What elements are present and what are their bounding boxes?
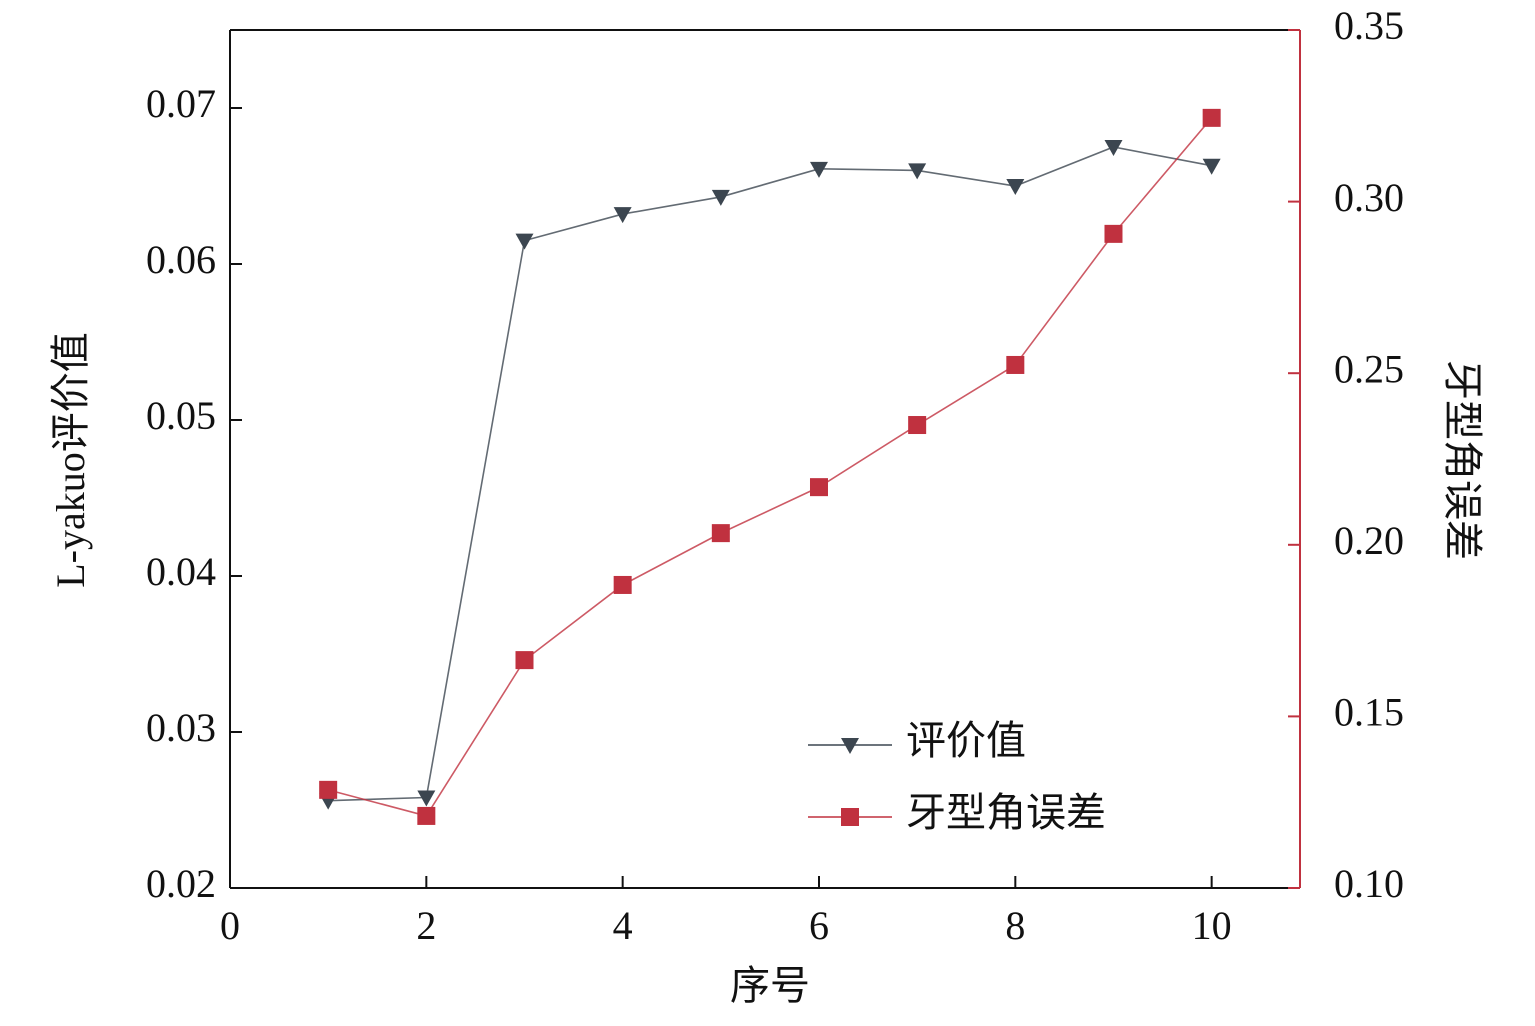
x-tick-label: 10 (1192, 903, 1232, 948)
legend-label: 评价值 (906, 718, 1026, 763)
legend-marker (841, 738, 859, 754)
y-tick-label: 0.04 (146, 549, 216, 594)
y2-tick-label: 0.25 (1334, 346, 1404, 391)
y2-axis-label: 牙型角误差 (1440, 360, 1485, 560)
marker (613, 575, 632, 594)
marker (1202, 108, 1221, 127)
series-line (327, 117, 1213, 817)
y2-tick-label: 0.30 (1334, 175, 1404, 220)
legend-label: 牙型角误差 (906, 790, 1106, 835)
x-tick-label: 4 (613, 903, 633, 948)
marker (711, 189, 730, 206)
x-tick-label: 0 (220, 903, 240, 948)
legend-marker (841, 808, 859, 826)
marker (417, 806, 436, 825)
y-axis-label: L-yakuo评价值 (48, 332, 93, 588)
x-tick-label: 6 (809, 903, 829, 948)
y-tick-label: 0.07 (146, 81, 216, 126)
y2-tick-label: 0.15 (1334, 690, 1404, 735)
y2-tick-label: 0.35 (1334, 3, 1404, 48)
marker (1104, 140, 1123, 156)
marker (908, 163, 927, 180)
y2-tick-label: 0.20 (1334, 518, 1404, 563)
marker (515, 651, 534, 670)
marker (1006, 179, 1025, 195)
marker (809, 161, 828, 178)
marker (1202, 158, 1221, 175)
x-tick-label: 8 (1005, 903, 1025, 948)
y-tick-label: 0.02 (146, 861, 216, 906)
marker (1006, 355, 1025, 374)
y2-tick-label: 0.10 (1334, 861, 1404, 906)
y-tick-label: 0.05 (146, 393, 216, 438)
marker (809, 478, 828, 497)
series-line (328, 146, 1212, 802)
marker (711, 524, 730, 543)
x-axis-label: 序号 (730, 963, 810, 1008)
marker (417, 790, 436, 807)
x-tick-label: 2 (416, 903, 436, 948)
marker (613, 207, 632, 224)
marker (1104, 224, 1123, 243)
marker (908, 416, 927, 435)
y-tick-label: 0.03 (146, 705, 216, 750)
y-tick-label: 0.06 (146, 237, 216, 282)
marker (319, 780, 338, 799)
marker (515, 233, 534, 250)
